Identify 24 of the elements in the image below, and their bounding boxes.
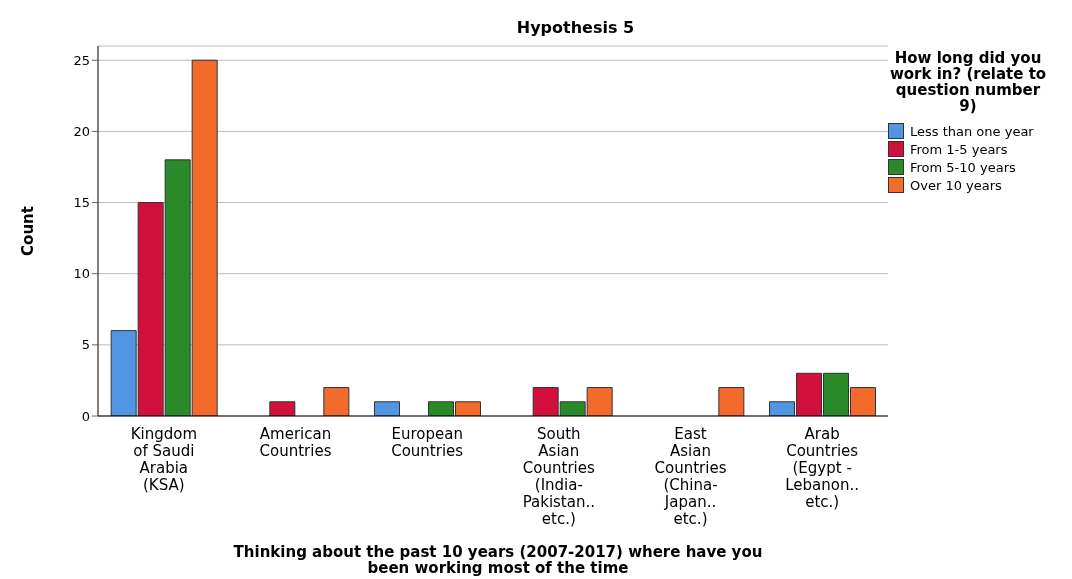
y-axis-title: Count bbox=[19, 206, 38, 256]
y-tick-label: 5 bbox=[81, 337, 90, 353]
x-tick-label: American Countries bbox=[259, 425, 332, 460]
x-tick-label: East Asian Countries (China-Japan.. etc.) bbox=[654, 425, 727, 528]
x-tick-label: Arab Countries (Egypt - Lebanon.. etc.) bbox=[785, 425, 860, 511]
bar bbox=[323, 387, 350, 416]
legend-label: From 5-10 years bbox=[910, 159, 1016, 175]
y-tick-label: 0 bbox=[81, 408, 90, 424]
bar bbox=[374, 401, 400, 416]
x-tick-label: Kingdom of Saudi Arabia (KSA) bbox=[130, 425, 198, 494]
bar bbox=[718, 387, 745, 416]
legend-label: From 1-5 years bbox=[910, 141, 1008, 157]
legend-label: Over 10 years bbox=[910, 177, 1002, 193]
legend-title: How long did you work in? (relate to question number 9) bbox=[888, 49, 1048, 115]
x-axis-title: Thinking about the past 10 years (2007-2017) where have you been working most of the time bbox=[232, 543, 764, 577]
bar bbox=[269, 401, 296, 416]
legend-label: Less than one year bbox=[910, 123, 1034, 139]
x-tick-label: South Asian Countries (India-Pakistan.. etc.) bbox=[522, 425, 596, 528]
y-tick-label: 10 bbox=[73, 266, 90, 282]
chart-title: Hypothesis 5 bbox=[515, 18, 636, 37]
y-tick-label: 15 bbox=[73, 195, 90, 211]
y-tick-label: 25 bbox=[73, 52, 90, 68]
x-tick-label: European Countries bbox=[391, 425, 464, 460]
y-tick-label: 20 bbox=[73, 124, 90, 139]
